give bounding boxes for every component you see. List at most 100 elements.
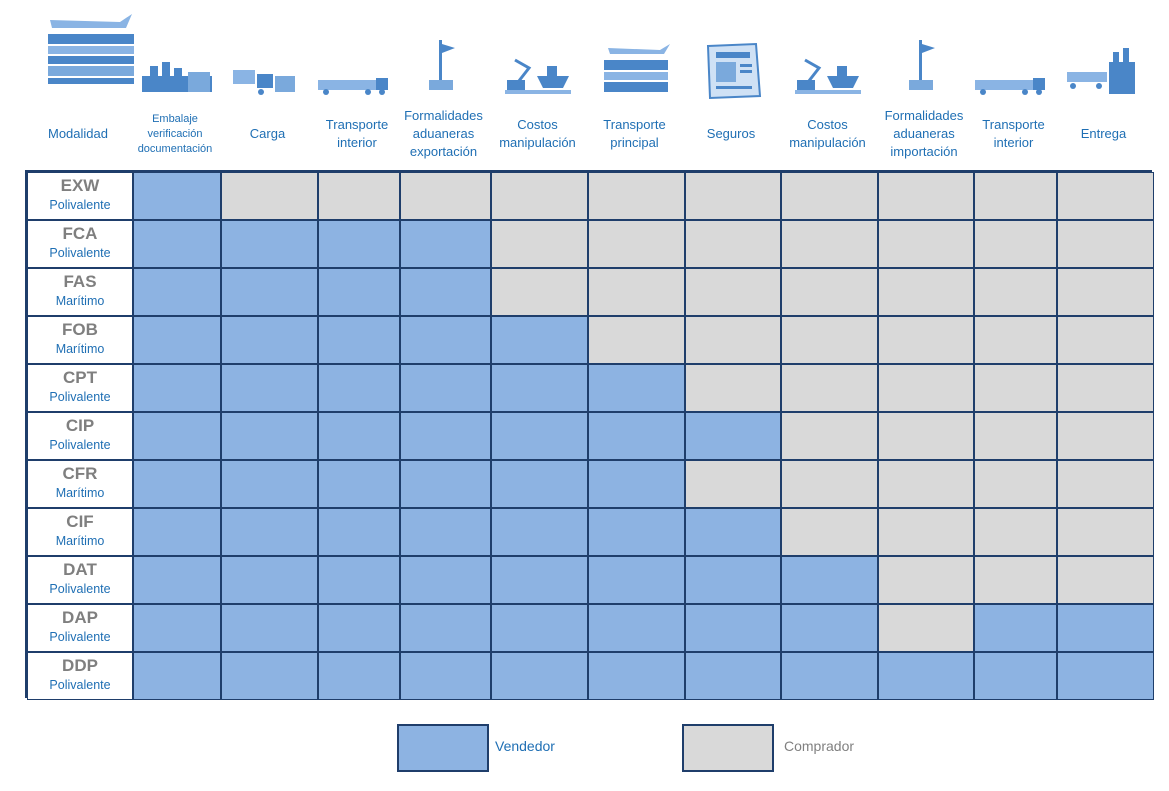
transport-mode: Marítimo (55, 294, 105, 308)
buyer-cell (1057, 508, 1154, 556)
seller-cell (588, 460, 685, 508)
seller-cell (318, 508, 400, 556)
buyer-cell (685, 220, 781, 268)
transport-mode: Polivalente (49, 390, 111, 404)
incoterm-code: CIP (65, 416, 95, 435)
truck-icon (312, 0, 402, 100)
transport-mode: Polivalente (49, 246, 111, 260)
seller-cell (588, 604, 685, 652)
buyer-cell (1057, 220, 1154, 268)
seller-cell (133, 460, 221, 508)
incoterm-code: CFR (62, 464, 98, 483)
seller-cell (400, 268, 491, 316)
seller-cell (318, 652, 400, 700)
buyer-cell (781, 220, 878, 268)
seller-cell (318, 412, 400, 460)
seller-cell (318, 604, 400, 652)
column-header: Formalidades aduaneras exportación (404, 108, 483, 159)
seller-cell (318, 316, 400, 364)
buyer-cell (781, 268, 878, 316)
seller-cell (685, 412, 781, 460)
customs-flag-icon (879, 0, 969, 100)
transport-mode: Polivalente (49, 582, 111, 596)
seller-cell (588, 652, 685, 700)
row-label-fas: FAS Marítimo (27, 268, 133, 316)
column-header: Embalaje verificación documentación (137, 112, 213, 155)
buyer-cell (781, 364, 878, 412)
row-label-cpt: CPT Polivalente (27, 364, 133, 412)
seller-cell (974, 604, 1057, 652)
buyer-cell (878, 172, 974, 220)
row-label-ddp: DDP Polivalente (27, 652, 133, 700)
transport-mode: Polivalente (49, 198, 111, 212)
buyer-cell (878, 412, 974, 460)
buyer-cell (878, 268, 974, 316)
seller-cell (318, 556, 400, 604)
row-label-exw: EXW Polivalente (27, 172, 133, 220)
buyer-cell (974, 364, 1057, 412)
transport-mode: Polivalente (49, 678, 111, 692)
row-label-dap: DAP Polivalente (27, 604, 133, 652)
seller-cell (491, 604, 588, 652)
column-header: Transporte interior (325, 117, 389, 150)
seller-cell (491, 412, 588, 460)
buyer-cell (781, 460, 878, 508)
seller-cell (588, 364, 685, 412)
forklift-loading-icon (223, 0, 313, 100)
buyer-cell (1057, 268, 1154, 316)
buyer-cell (685, 316, 781, 364)
seller-cell (491, 460, 588, 508)
seller-cell (400, 604, 491, 652)
buyer-cell (781, 172, 878, 220)
seller-cell (781, 556, 878, 604)
seller-cell (133, 364, 221, 412)
header-modalidad: Modalidad (48, 126, 108, 141)
buyer-cell (685, 172, 781, 220)
buyer-cell (878, 316, 974, 364)
incoterm-code: FCA (62, 224, 98, 243)
seller-cell (133, 412, 221, 460)
buyer-cell (974, 508, 1057, 556)
seller-cell (491, 364, 588, 412)
column-header: Costos manipulación (789, 117, 866, 150)
seller-cell (400, 652, 491, 700)
seller-cell (221, 460, 318, 508)
seller-cell (221, 364, 318, 412)
transport-mode: Polivalente (49, 438, 111, 452)
incoterm-code: FAS (63, 272, 97, 291)
seller-cell (133, 268, 221, 316)
buyer-cell (1057, 316, 1154, 364)
buyer-cell (1057, 412, 1154, 460)
row-label-fca: FCA Polivalente (27, 220, 133, 268)
incoterms-table: EXW Polivalente FCA Polivalente FAS Marítimo F… (25, 170, 1154, 700)
seller-cell (133, 652, 221, 700)
seller-cell (318, 460, 400, 508)
buyer-cell (974, 220, 1057, 268)
seller-cell (400, 412, 491, 460)
seller-cell (781, 604, 878, 652)
seller-cell (588, 412, 685, 460)
factory-icon (130, 0, 220, 100)
buyer-cell (878, 508, 974, 556)
row-label-cfr: CFR Marítimo (27, 460, 133, 508)
buyer-cell (491, 220, 588, 268)
column-header: Transporte interior (982, 117, 1045, 150)
buyer-cell (588, 268, 685, 316)
seller-cell (685, 508, 781, 556)
seller-cell (588, 508, 685, 556)
buyer-cell (974, 412, 1057, 460)
buyer-cell (685, 364, 781, 412)
crane-ship-icon (493, 0, 583, 100)
buyer-cell (878, 460, 974, 508)
seller-cell (221, 412, 318, 460)
seller-cell (318, 364, 400, 412)
buyer-cell (878, 364, 974, 412)
seller-cell (878, 652, 974, 700)
column-header: Entrega (1080, 126, 1127, 141)
buyer-cell (878, 556, 974, 604)
transport-mode: Polivalente (49, 630, 111, 644)
seller-cell (133, 316, 221, 364)
column-header: Seguros (706, 126, 756, 141)
row-label-fob: FOB Marítimo (27, 316, 133, 364)
seller-cell (221, 268, 318, 316)
